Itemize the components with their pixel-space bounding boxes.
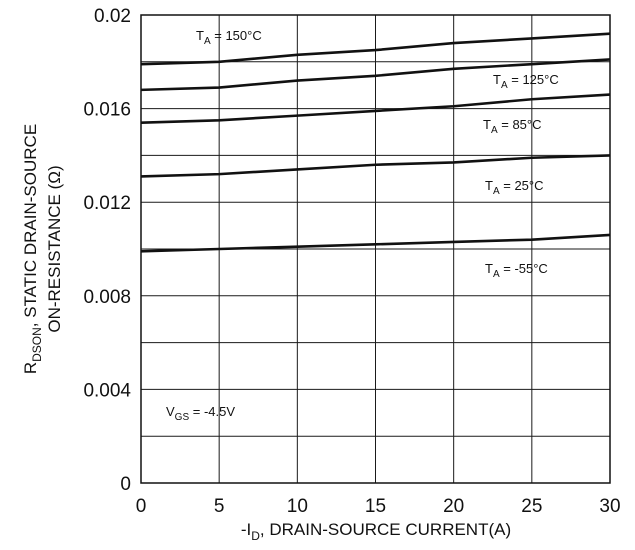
series-line bbox=[140, 233, 611, 253]
x-tick-labels: 0 5 10 15 20 25 30 bbox=[136, 496, 621, 517]
plot-frame bbox=[140, 14, 611, 484]
series-line bbox=[140, 32, 611, 66]
x-tick-label: 10 bbox=[287, 496, 308, 517]
series-line bbox=[140, 154, 611, 178]
x-tick-label: 20 bbox=[443, 496, 464, 517]
series-label: TA = 25°C bbox=[485, 178, 544, 197]
x-tick-label: 0 bbox=[136, 496, 147, 517]
series-label: TA = 150°C bbox=[196, 28, 262, 47]
series-label: TA = -55°C bbox=[485, 261, 548, 280]
y-tick-label: 0.012 bbox=[83, 193, 131, 214]
x-tick-label: 30 bbox=[599, 496, 620, 517]
y-tick-label: 0.02 bbox=[94, 6, 131, 27]
x-tick-label: 15 bbox=[365, 496, 386, 517]
y-tick-label: 0 bbox=[120, 474, 131, 495]
x-axis-title: -ID, DRAIN-SOURCE CURRENT(A) bbox=[241, 520, 511, 543]
y-tick-label: 0.016 bbox=[83, 100, 131, 121]
series-labels: TA = 150°C TA = 125°C TA = 85°C TA = 25°C TA… bbox=[196, 28, 559, 280]
series-lines bbox=[140, 32, 611, 253]
series-label: TA = 85°C bbox=[483, 117, 542, 136]
x-tick-label: 5 bbox=[214, 496, 225, 517]
y-tick-label: 0.008 bbox=[83, 287, 131, 308]
y-tick-labels: 0 0.004 0.008 0.012 0.016 0.02 bbox=[83, 6, 131, 495]
series-label: TA = 125°C bbox=[493, 72, 559, 91]
y-tick-label: 0.004 bbox=[83, 380, 131, 401]
series-line bbox=[140, 93, 611, 124]
x-tick-label: 25 bbox=[521, 496, 542, 517]
y-axis-title-line2: ON-RESISTANCE (Ω) bbox=[45, 165, 64, 332]
annotation-vgs: VGS = -4.5V bbox=[166, 404, 235, 423]
gridlines bbox=[141, 15, 610, 483]
y-axis-title-line1: RDSON, STATIC DRAIN-SOURCE bbox=[21, 124, 44, 374]
series-line bbox=[140, 58, 611, 92]
